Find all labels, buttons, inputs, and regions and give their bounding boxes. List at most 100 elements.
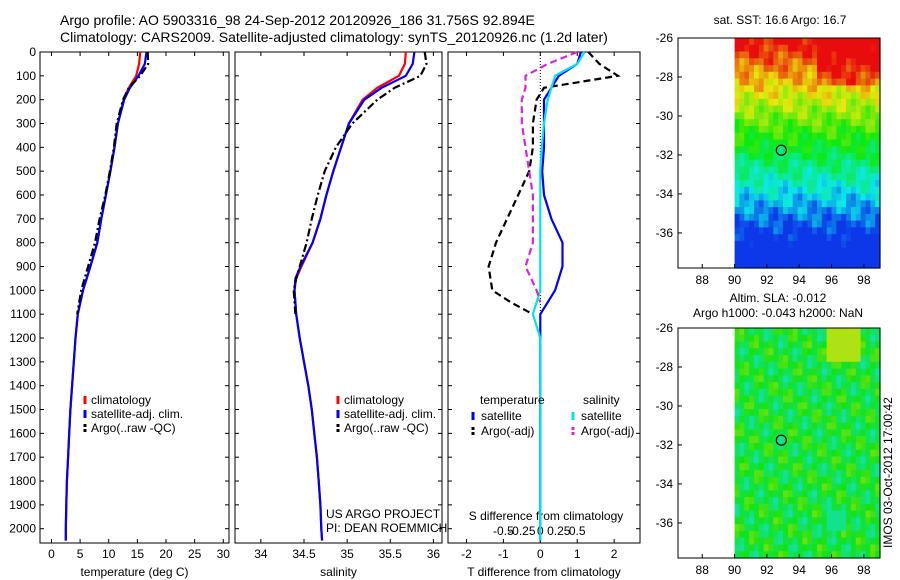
map-cell — [841, 503, 847, 512]
map-cell — [778, 92, 784, 100]
map-cell — [860, 530, 866, 539]
map-cell — [778, 261, 784, 269]
map-cell — [855, 530, 862, 539]
map-cell — [807, 530, 813, 539]
map-cell — [812, 368, 818, 376]
map-cell — [865, 382, 871, 390]
legend-label: Argo(-adj) — [581, 424, 634, 438]
map-cell — [841, 220, 847, 228]
map-cell — [846, 544, 852, 552]
map-cell — [831, 85, 837, 93]
map-cell — [850, 38, 857, 46]
map-cell — [768, 200, 774, 208]
map-cell — [763, 58, 769, 66]
map-cell — [802, 388, 808, 397]
map-cell — [831, 537, 837, 546]
map-cell — [744, 139, 750, 147]
map-cell — [792, 227, 799, 235]
map-cell — [749, 153, 755, 161]
map-cell — [817, 180, 823, 188]
map-cell — [749, 388, 755, 397]
map-cell — [826, 341, 833, 349]
map-cell — [846, 240, 852, 249]
map-cell — [865, 429, 871, 437]
map-cell — [826, 415, 833, 424]
map-cell — [831, 449, 837, 458]
map-cell — [787, 483, 794, 491]
map-cell — [763, 105, 769, 113]
map-cell — [734, 112, 740, 120]
map-cell — [744, 227, 750, 235]
map-cell — [841, 341, 847, 349]
map-cell — [812, 341, 818, 349]
map-cell — [734, 382, 740, 390]
map-cell — [787, 348, 794, 356]
map-cell — [812, 247, 818, 256]
map-cell — [754, 139, 760, 147]
map-cell — [821, 173, 828, 181]
map-cell — [778, 415, 784, 424]
map-cell — [870, 44, 876, 53]
map-cell — [826, 530, 833, 539]
map-cell — [763, 517, 769, 525]
map-cell — [749, 240, 755, 249]
map-cell — [734, 186, 740, 195]
map-cell — [783, 98, 789, 107]
map-cell — [850, 44, 857, 53]
map-cell — [778, 186, 784, 195]
map-cell — [812, 200, 818, 208]
map-cell — [734, 98, 740, 107]
map-cell — [749, 503, 755, 512]
map-cell — [841, 402, 847, 410]
map-cell — [797, 395, 803, 403]
map-cell — [744, 415, 750, 424]
map-cell — [875, 361, 881, 370]
map-y-tick-label: -26 — [656, 321, 674, 335]
map-cell — [778, 348, 784, 356]
map-cell — [812, 490, 818, 498]
map-cell — [792, 368, 799, 376]
map-cell — [836, 544, 842, 552]
map-cell — [734, 503, 740, 512]
map-cell — [802, 334, 808, 343]
map-cell — [787, 497, 794, 505]
map-cell — [778, 530, 784, 539]
map-cell — [768, 234, 774, 242]
map-cell — [749, 355, 755, 363]
map-cell — [734, 375, 740, 383]
map-cell — [778, 470, 784, 478]
map-cell — [778, 436, 784, 444]
map-cell — [831, 254, 837, 262]
map-cell — [875, 112, 881, 120]
map-cell — [802, 524, 808, 532]
map-cell — [826, 240, 833, 249]
map-cell — [792, 78, 799, 86]
map-cell — [836, 449, 842, 458]
map-cell — [768, 58, 774, 66]
map-cell — [875, 449, 881, 458]
map-cell — [758, 382, 765, 390]
map-cell — [850, 375, 857, 383]
panel-difference: -2 -1 0 1 2T difference from climatology-0.5… — [447, 50, 641, 579]
map-cell — [855, 159, 862, 168]
map-cell — [739, 328, 745, 336]
map-cell — [734, 470, 740, 478]
map-cell — [739, 119, 745, 127]
map-cell — [850, 463, 857, 471]
map-cell — [758, 105, 765, 113]
map-cell — [768, 78, 774, 86]
map-cell — [758, 146, 765, 154]
map-cell — [812, 402, 818, 410]
map-cell — [860, 334, 866, 343]
map-cell — [817, 537, 823, 546]
map-cell — [783, 402, 789, 410]
map-cell — [787, 65, 794, 73]
map-cell — [792, 449, 799, 458]
map-cell — [807, 105, 813, 113]
map-cell — [768, 483, 774, 491]
map-cell — [763, 180, 769, 188]
map-cell — [734, 456, 740, 464]
map-cell — [768, 476, 774, 485]
map-cell — [783, 234, 789, 242]
map-cell — [778, 551, 784, 559]
